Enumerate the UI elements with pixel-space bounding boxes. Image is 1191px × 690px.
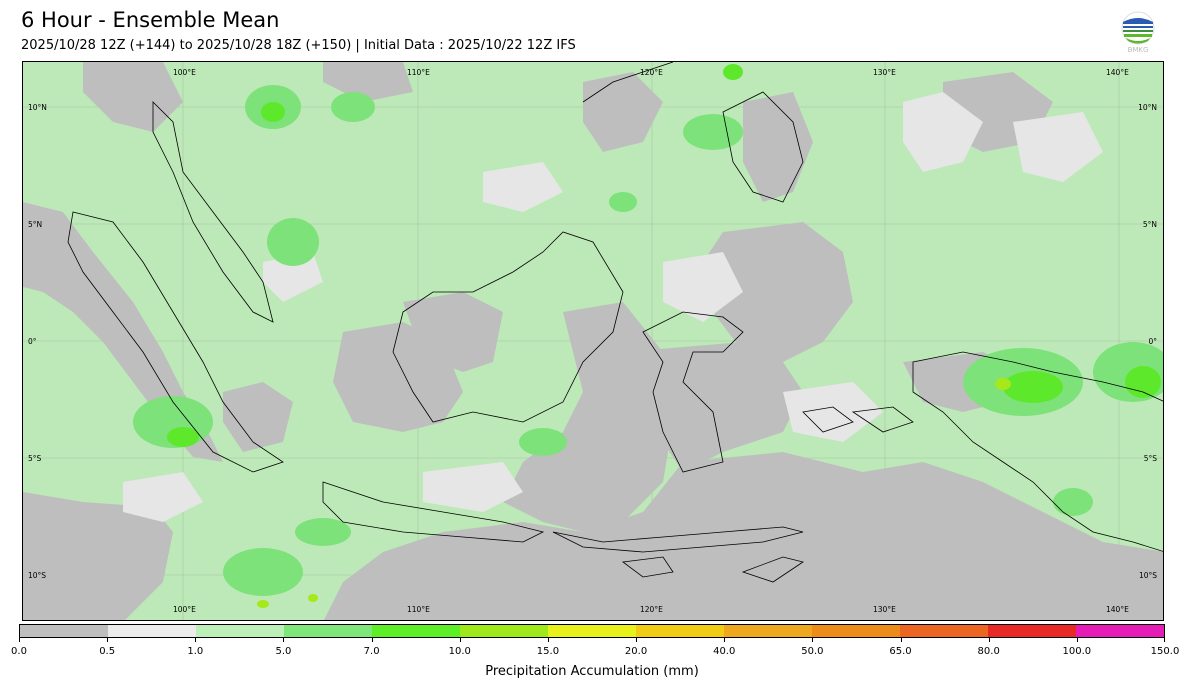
lat-label-left: 0° bbox=[28, 337, 37, 346]
dry-areas bbox=[23, 62, 1163, 620]
lon-label-top: 120°E bbox=[640, 68, 663, 77]
lat-label-right: 10°S bbox=[1138, 571, 1157, 580]
precipitation-map: 100°E 110°E 120°E 130°E 140°E 100°E 110°… bbox=[22, 61, 1164, 621]
colorbar-tick-mark bbox=[988, 638, 990, 642]
colorbar-segment bbox=[724, 625, 812, 637]
colorbar-tick-label: 0.5 bbox=[99, 646, 116, 657]
colorbar-tick-mark bbox=[900, 638, 902, 642]
lat-label-right: 5°S bbox=[1143, 454, 1157, 463]
lon-label-top: 110°E bbox=[407, 68, 430, 77]
lon-label-bottom: 140°E bbox=[1106, 605, 1129, 614]
lon-label-top: 130°E bbox=[873, 68, 896, 77]
lon-label-bottom: 120°E bbox=[640, 605, 663, 614]
colorbar-tick-mark bbox=[1164, 638, 1165, 642]
lon-label-bottom: 110°E bbox=[407, 605, 430, 614]
lon-label-top: 140°E bbox=[1106, 68, 1129, 77]
colorbar-tick-mark bbox=[812, 638, 814, 642]
colorbar-segment bbox=[900, 625, 988, 637]
lon-label-top: 100°E bbox=[173, 68, 196, 77]
colorbar-tick-label: 65.0 bbox=[889, 646, 912, 657]
colorbar-tick-label: 100.0 bbox=[1062, 646, 1092, 657]
colorbar-tick-label: 0.0 bbox=[11, 646, 27, 657]
colorbar-tick-label: 50.0 bbox=[801, 646, 824, 657]
colorbar-segment bbox=[636, 625, 724, 637]
lat-label-right: 5°N bbox=[1142, 220, 1157, 229]
trace-areas bbox=[123, 92, 1103, 522]
colorbar bbox=[19, 624, 1165, 638]
lon-label-bottom: 130°E bbox=[873, 605, 896, 614]
colorbar-tick-mark bbox=[195, 638, 197, 642]
chart-subtitle: 2025/10/28 12Z (+144) to 2025/10/28 18Z … bbox=[21, 38, 576, 53]
lat-label-left: 10°N bbox=[28, 103, 47, 112]
colorbar-segment bbox=[108, 625, 196, 637]
colorbar-tick-mark bbox=[19, 638, 20, 642]
colorbar-tick-label: 15.0 bbox=[536, 646, 560, 657]
colorbar-segment bbox=[460, 625, 548, 637]
colorbar-tick-label: 7.0 bbox=[363, 646, 380, 657]
colorbar-tick-label: 1.0 bbox=[187, 646, 204, 657]
colorbar-segment bbox=[372, 625, 460, 637]
map-canvas bbox=[23, 62, 1163, 620]
colorbar-tick-label: 20.0 bbox=[624, 646, 648, 657]
colorbar-tick-mark bbox=[371, 638, 373, 642]
colorbar-tick-label: 40.0 bbox=[713, 646, 736, 657]
colorbar-segment bbox=[284, 625, 372, 637]
bmkg-logo: BMKG bbox=[1118, 10, 1158, 54]
colorbar-tick-mark bbox=[1076, 638, 1078, 642]
chart-title: 6 Hour - Ensemble Mean bbox=[21, 8, 280, 32]
logo-text: BMKG bbox=[1128, 46, 1149, 54]
rain-heavy-areas bbox=[257, 378, 1011, 608]
colorbar-tick-mark bbox=[107, 638, 109, 642]
lon-label-bottom: 100°E bbox=[173, 605, 196, 614]
colorbar-tick-label: 150.0 bbox=[1150, 646, 1180, 657]
coastlines bbox=[67, 62, 1163, 583]
colorbar-segment bbox=[812, 625, 900, 637]
colorbar-segment bbox=[20, 625, 108, 637]
colorbar-segment bbox=[196, 625, 284, 637]
lat-label-right: 10°N bbox=[1138, 103, 1157, 112]
colorbar-tick-mark bbox=[459, 638, 461, 642]
colorbar-tick-mark bbox=[636, 638, 638, 642]
colorbar-tick-label: 5.0 bbox=[275, 646, 292, 657]
colorbar-segment bbox=[548, 625, 636, 637]
colorbar-tick-mark bbox=[283, 638, 285, 642]
lat-label-left: 10°S bbox=[28, 571, 47, 580]
colorbar-segment bbox=[1076, 625, 1164, 637]
lat-label-right: 0° bbox=[1148, 337, 1157, 346]
colorbar-segment bbox=[988, 625, 1076, 637]
colorbar-tick-label: 10.0 bbox=[448, 646, 471, 657]
lat-label-left: 5°N bbox=[28, 220, 43, 229]
lat-label-left: 5°S bbox=[28, 454, 42, 463]
colorbar-tick-label: 80.0 bbox=[977, 646, 1000, 657]
colorbar-tick-mark bbox=[724, 638, 726, 642]
colorbar-title: Precipitation Accumulation (mm) bbox=[485, 664, 699, 679]
colorbar-tick-mark bbox=[547, 638, 549, 642]
